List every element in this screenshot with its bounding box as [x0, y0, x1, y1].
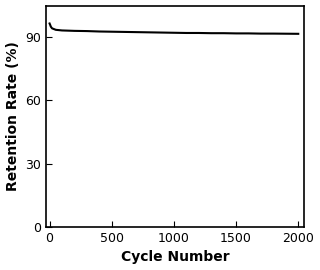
X-axis label: Cycle Number: Cycle Number: [121, 251, 229, 264]
Y-axis label: Retention Rate (%): Retention Rate (%): [5, 41, 20, 191]
